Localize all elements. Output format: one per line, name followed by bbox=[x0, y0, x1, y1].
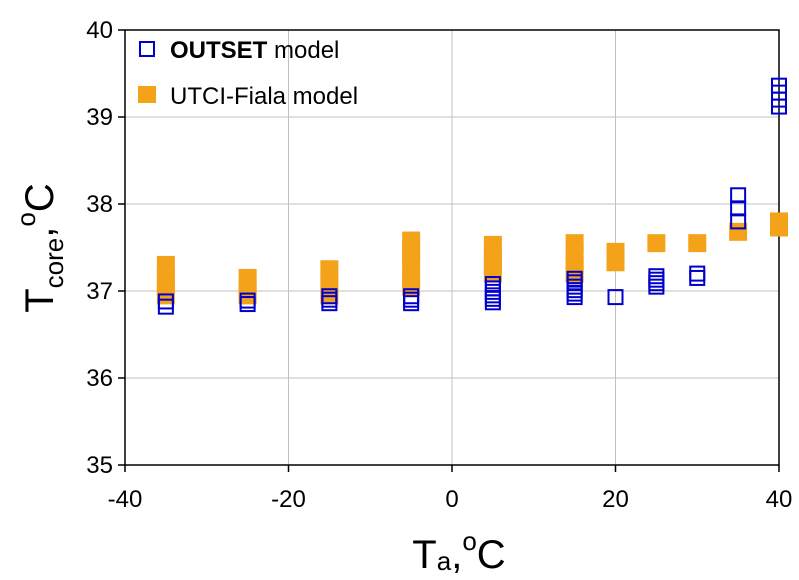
utci-point-11 bbox=[402, 268, 421, 287]
x-tick-label-0: -40 bbox=[108, 486, 143, 513]
utci-point-22 bbox=[565, 234, 584, 253]
y-tick-label-0: 35 bbox=[86, 452, 113, 479]
x-tick-label-1: -20 bbox=[271, 486, 306, 513]
x-tick-label-3: 20 bbox=[602, 486, 629, 513]
outset-point-6 bbox=[321, 288, 338, 305]
utci-point-9 bbox=[320, 260, 339, 279]
legend-label-outset-rest: model bbox=[267, 37, 339, 64]
outset-point-3 bbox=[239, 292, 256, 309]
outset-point-22 bbox=[607, 289, 624, 306]
y-tick-label-3: 38 bbox=[86, 191, 113, 218]
legend-marker-outset bbox=[139, 41, 155, 57]
utci-point-18 bbox=[483, 235, 502, 254]
y-axis-title: Tcore,oC bbox=[11, 183, 69, 313]
outset-point-9 bbox=[403, 288, 420, 305]
legend-label-outset-bold: OUTSET bbox=[170, 37, 268, 64]
outset-point-31 bbox=[730, 187, 747, 204]
y-tick-label-5: 40 bbox=[86, 17, 113, 44]
outset-point-21 bbox=[566, 270, 583, 287]
utci-point-6 bbox=[238, 268, 257, 287]
outset-point-15 bbox=[484, 276, 501, 293]
y-tick-label-2: 37 bbox=[86, 278, 113, 305]
series-utci bbox=[156, 212, 788, 305]
utci-point-29 bbox=[770, 212, 788, 231]
utci-point-27 bbox=[729, 222, 748, 241]
series-outset bbox=[157, 77, 787, 315]
legend: OUTSET model UTCI-Fiala model bbox=[138, 37, 358, 110]
x-axis-title: Ta,oC bbox=[412, 526, 505, 577]
x-tick-label-4: 40 bbox=[766, 486, 793, 513]
outset-point-30 bbox=[730, 200, 747, 217]
outset-point-28 bbox=[689, 265, 706, 282]
legend-label-utci: UTCI-Fiala model bbox=[170, 83, 358, 110]
utci-point-26 bbox=[688, 234, 707, 253]
y-tick-label-4: 39 bbox=[86, 104, 113, 131]
x-tick-label-2: 0 bbox=[445, 486, 458, 513]
outset-point-26 bbox=[648, 268, 665, 285]
utci-point-25 bbox=[647, 234, 666, 253]
utci-point-14 bbox=[402, 231, 421, 250]
outset-point-1 bbox=[157, 293, 174, 310]
utci-point-24 bbox=[606, 242, 625, 261]
axis-ticks: -40 -20 0 20 40 35 36 37 38 39 40 bbox=[86, 17, 792, 513]
utci-point-3 bbox=[156, 255, 175, 274]
y-tick-label-1: 36 bbox=[86, 365, 113, 392]
outset-point-27 bbox=[689, 269, 706, 286]
legend-label-outset: OUTSET model bbox=[170, 37, 339, 64]
outset-point-35 bbox=[771, 77, 787, 94]
legend-marker-utci bbox=[138, 86, 156, 103]
